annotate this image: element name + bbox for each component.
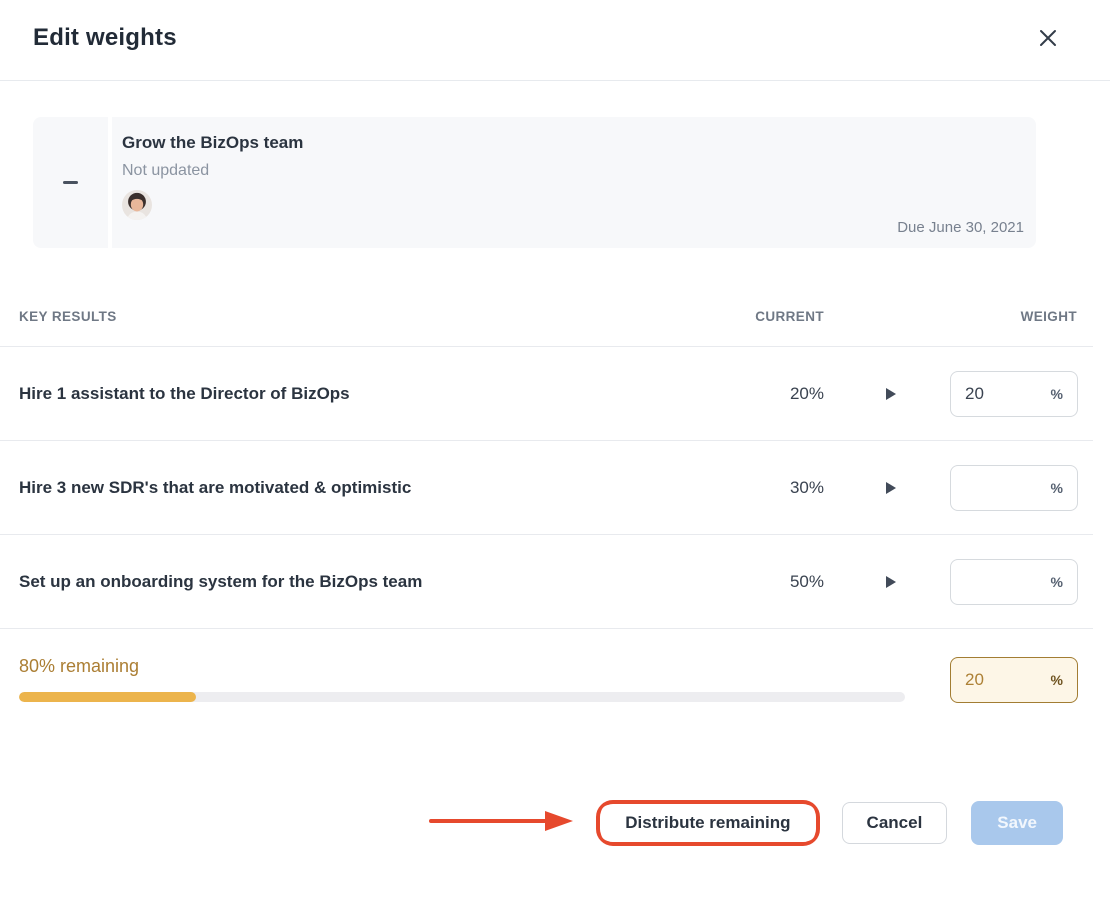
objective-card-main: Grow the BizOps team Not updated Due Jun… [112,117,1036,248]
table-header: KEY RESULTS CURRENT WEIGHT [0,248,1093,347]
objective-card: Grow the BizOps team Not updated Due Jun… [33,117,1036,248]
current-value: 30% [789,477,824,497]
distribute-remaining-button[interactable]: Distribute remaining [601,805,815,841]
caret-right-icon [886,481,896,494]
remaining-section: 80% remaining % [0,629,1093,703]
percent-suffix: % [1050,385,1063,402]
key-results-header: KEY RESULTS [19,308,117,324]
weight-input-field[interactable] [965,383,1051,404]
modal-header: Edit weights [0,0,1110,81]
objective-status: Not updated [122,162,210,179]
percent-suffix: % [1050,479,1063,496]
save-button[interactable]: Save [971,801,1063,845]
annotation-arrow-icon [429,808,575,839]
due-date: Due June 30, 2021 [897,219,1024,236]
expand-row-button[interactable] [886,480,897,496]
cancel-button[interactable]: Cancel [841,802,948,844]
expand-row-button[interactable] [886,574,897,590]
expand-row-button[interactable] [886,386,897,402]
current-value: 50% [789,571,824,591]
remaining-label: 80% remaining [19,656,140,676]
caret-right-icon [886,387,896,400]
key-result-title: Set up an onboarding system for the BizO… [19,571,423,591]
key-result-title: Hire 1 assistant to the Director of BizO… [19,383,350,403]
weight-header: WEIGHT [1020,308,1077,324]
key-result-title: Hire 3 new SDR's that are motivated & op… [19,477,412,497]
caret-right-icon [886,575,896,588]
current-value: 20% [789,383,824,403]
modal-footer: Distribute remaining Cancel Save [0,800,1110,846]
weight-input[interactable]: % [950,464,1078,511]
percent-suffix: % [1050,672,1063,688]
key-result-row: Hire 3 new SDR's that are motivated & op… [0,441,1093,535]
progress-fill [19,692,197,702]
weight-input-field[interactable] [965,571,1051,592]
collapse-objective-button[interactable] [33,117,108,248]
objective-title: Grow the BizOps team [122,133,304,152]
weight-input[interactable]: % [950,370,1078,417]
modal-title: Edit weights [33,24,177,51]
minus-icon [63,181,78,184]
percent-suffix: % [1050,573,1063,590]
remaining-weight-input-field[interactable] [965,670,1051,690]
close-icon [1039,29,1057,47]
key-result-row: Set up an onboarding system for the BizO… [0,535,1093,629]
annotation-ring: Distribute remaining [596,800,820,846]
avatar [122,190,152,220]
key-result-row: Hire 1 assistant to the Director of BizO… [0,347,1093,441]
current-header: CURRENT [755,308,824,324]
close-button[interactable] [1032,22,1064,54]
weight-input[interactable]: % [950,558,1078,605]
remaining-weight-input[interactable]: % [950,657,1078,703]
key-results-table: KEY RESULTS CURRENT WEIGHT Hire 1 assist… [0,248,1093,703]
progress-bar [19,692,905,702]
weight-input-field[interactable] [965,477,1051,498]
